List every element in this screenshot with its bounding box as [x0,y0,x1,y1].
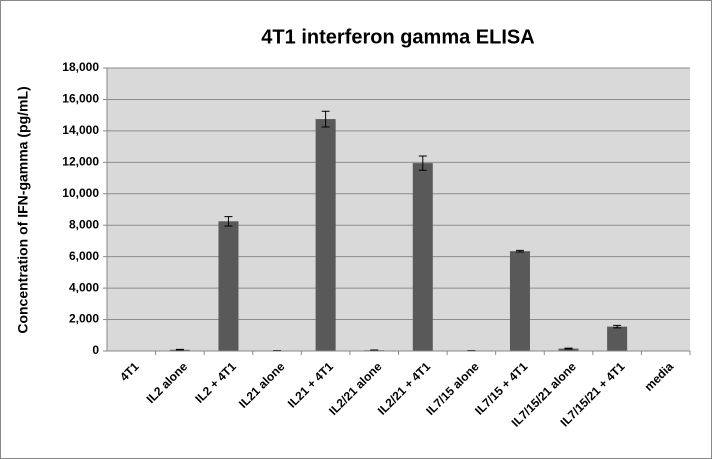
bar [412,163,433,351]
error-bar [515,249,524,253]
chart-title: 4T1 interferon gamma ELISA [261,26,534,48]
y-axis-label: Concentration of IFN-gamma (pg/mL) [15,86,31,333]
error-bar [321,110,330,128]
error-bar [224,216,233,227]
bar [315,119,336,351]
y-tick-label: 8,000 [69,217,99,231]
y-tick-label: 0 [92,343,99,357]
bar [558,348,579,351]
y-tick-label: 18,000 [62,60,99,74]
y-tick-label: 16,000 [62,92,99,106]
plot-area [107,68,690,351]
bar [607,326,628,351]
bar [509,251,530,351]
y-tick-label: 12,000 [62,155,99,169]
y-tick-label: 6,000 [69,249,99,263]
error-bar [613,324,622,329]
y-tick-label: 2,000 [69,312,99,326]
error-bar [175,348,184,351]
error-bar [418,155,427,171]
bar [218,221,239,351]
y-tick-label: 10,000 [62,186,99,200]
error-bar [564,347,573,350]
y-tick-label: 14,000 [62,123,99,137]
y-tick-label: 4,000 [69,280,99,294]
